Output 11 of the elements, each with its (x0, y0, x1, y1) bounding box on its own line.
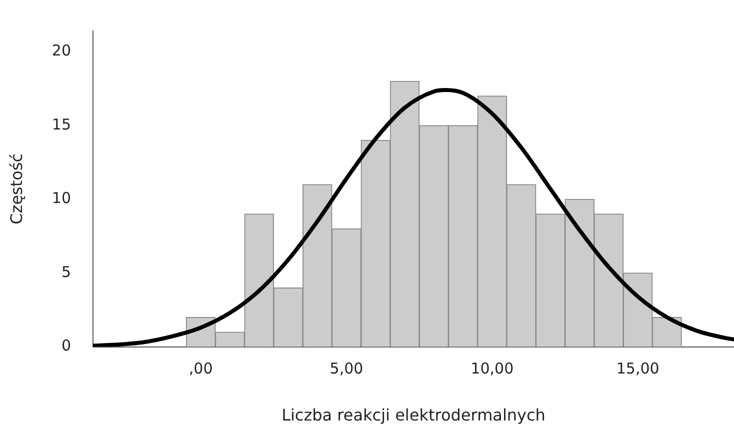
y-tick-label: 15 (52, 115, 71, 134)
y-tick-label: 20 (52, 42, 71, 60)
y-tick-label: 10 (52, 189, 71, 208)
x-tick-label: 10,00 (470, 360, 514, 378)
x-tick-label: 5,00 (330, 360, 364, 378)
x-axis-title: Liczba reakcji elektrodermalnych (282, 406, 546, 425)
x-tick-label: ,00 (188, 360, 213, 378)
y-tick-label: 0 (61, 336, 71, 355)
y-axis-title: Częstość (6, 153, 26, 224)
x-tick-label: 15,00 (616, 360, 660, 378)
y-tick-label: 5 (61, 262, 71, 281)
